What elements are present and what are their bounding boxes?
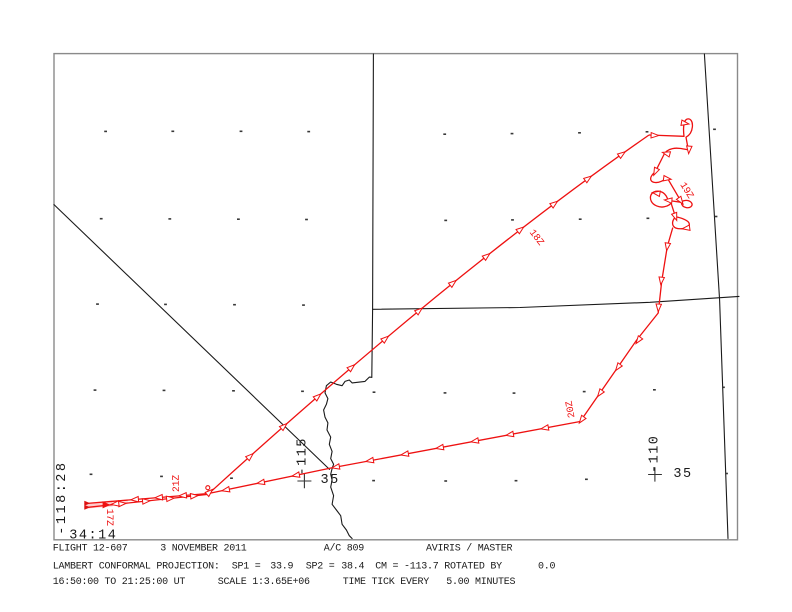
svg-text:-115: -115 (295, 437, 310, 475)
svg-text:38.4: 38.4 (341, 561, 364, 572)
svg-text:CM = -113.7 ROTATED BY: CM = -113.7 ROTATED BY (375, 561, 502, 572)
svg-text:33.9: 33.9 (270, 561, 293, 572)
svg-text:-118:28: -118:28 (55, 460, 70, 534)
svg-text:35: 35 (321, 473, 340, 488)
svg-text:20Z: 20Z (564, 400, 578, 419)
svg-text:34:14: 34:14 (69, 529, 117, 544)
svg-text:17Z: 17Z (104, 509, 115, 526)
svg-text:21Z: 21Z (171, 475, 182, 493)
svg-text:3 NOVEMBER 2011: 3 NOVEMBER 2011 (160, 544, 247, 555)
svg-text:A/C 809: A/C 809 (324, 543, 365, 555)
svg-text:0.0: 0.0 (538, 561, 556, 572)
svg-text:SCALE 1:3.65E+06: SCALE 1:3.65E+06 (218, 577, 310, 588)
svg-text:SP2 =: SP2 = (306, 561, 335, 572)
svg-text:SP1 =: SP1 = (232, 561, 261, 572)
svg-text:TIME TICK EVERY: TIME TICK EVERY (343, 577, 430, 588)
svg-text:AVIRIS / MASTER: AVIRIS / MASTER (426, 543, 513, 555)
svg-text:FLIGHT 12-607: FLIGHT 12-607 (53, 544, 128, 555)
svg-text:16:50:00 TO 21:25:00 UT: 16:50:00 TO 21:25:00 UT (53, 577, 186, 588)
svg-text:18Z: 18Z (527, 227, 546, 247)
svg-text:5.00 MINUTES: 5.00 MINUTES (446, 577, 515, 588)
svg-text:35: 35 (673, 467, 692, 482)
svg-text:LAMBERT CONFORMAL PROJECTION:: LAMBERT CONFORMAL PROJECTION: (53, 561, 220, 572)
svg-text:-110: -110 (648, 435, 663, 473)
